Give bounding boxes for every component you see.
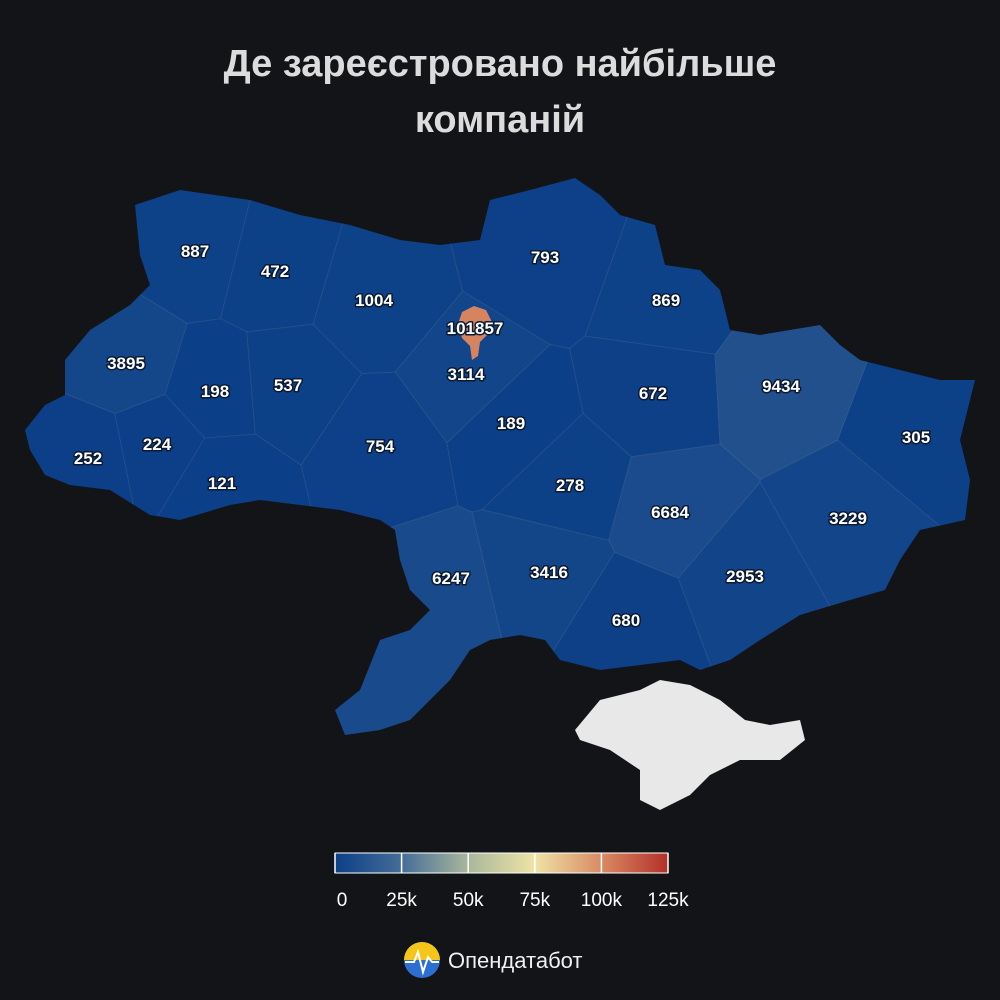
region-label: 189 xyxy=(497,414,525,433)
legend-tick-label: 25k xyxy=(386,890,417,911)
region-label: 2953 xyxy=(726,567,764,586)
legend-ticks: 0 25k 50k 75k 100k 125k xyxy=(334,853,689,911)
region-label: 224 xyxy=(143,435,172,454)
region-label: 6247 xyxy=(432,569,470,588)
region-label: 793 xyxy=(531,248,559,267)
region-label: 121 xyxy=(208,474,236,493)
legend-tick-label: 50k xyxy=(453,890,484,911)
region-label: 101857 xyxy=(447,319,504,338)
region-city xyxy=(458,306,492,360)
region-label: 6684 xyxy=(651,503,689,522)
region-label: 198 xyxy=(201,382,229,401)
region xyxy=(25,366,142,735)
region-label: 9434 xyxy=(762,377,800,396)
crimea xyxy=(575,680,805,810)
region-label: 672 xyxy=(639,384,667,403)
region-label: 3895 xyxy=(107,354,145,373)
region-label: 537 xyxy=(274,376,302,395)
logo-top xyxy=(404,942,440,960)
brand: Опендатабот xyxy=(448,948,583,973)
legend-tick-label: 100k xyxy=(581,890,623,911)
region xyxy=(608,443,761,579)
colorbar xyxy=(334,852,669,874)
region-labels: 887 472 1004 101857 793 869 3895 198 537 3114 672 9… xyxy=(72,241,931,632)
region xyxy=(446,344,584,513)
legend-tick-label: 75k xyxy=(519,890,550,911)
region-label: 305 xyxy=(902,428,930,447)
region-label: 3416 xyxy=(530,563,568,582)
title-line: Де зареєстровано найбільше xyxy=(224,43,777,85)
legend-tick-label: 0 xyxy=(337,890,348,911)
title-line: компаній xyxy=(415,99,585,141)
region-label: 754 xyxy=(366,437,395,456)
region-label: 278 xyxy=(556,476,584,495)
region xyxy=(677,481,975,735)
region-label: 3229 xyxy=(829,509,867,528)
region-label: 252 xyxy=(74,449,102,468)
region-label: 1004 xyxy=(355,291,393,310)
region xyxy=(55,433,322,735)
legend-tick-label: 125k xyxy=(647,890,689,911)
logo-pulse xyxy=(405,948,439,976)
region-label: 869 xyxy=(652,291,680,310)
region-label: 472 xyxy=(261,262,289,281)
region-label: 680 xyxy=(612,611,640,630)
region-label: 3114 xyxy=(448,365,485,384)
region-label: 887 xyxy=(181,242,209,261)
